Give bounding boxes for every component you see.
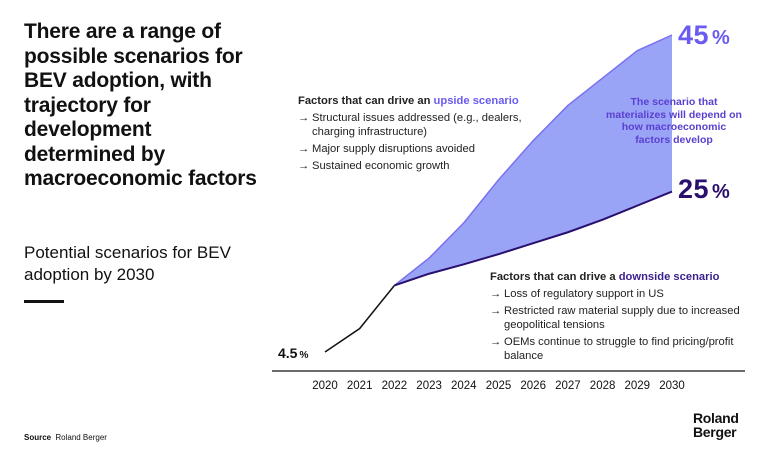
upside-value: 45 bbox=[678, 20, 710, 50]
historical-series-line bbox=[324, 284, 395, 353]
x-tick-label: 2027 bbox=[555, 380, 581, 392]
upside-factor-text: Structural issues addressed (e.g., deale… bbox=[312, 112, 522, 138]
x-tick-label: 2023 bbox=[416, 380, 442, 392]
logo-line-2: Berger bbox=[693, 424, 737, 440]
chart-subtitle: Potential scenarios for BEV adoption by … bbox=[24, 243, 231, 284]
upside-heading: Factors that can drive an upside scenari… bbox=[298, 94, 558, 108]
downside-series-line bbox=[394, 190, 673, 287]
downside-factor-text: Restricted raw material supply due to in… bbox=[504, 305, 740, 331]
x-tick-label: 2030 bbox=[659, 380, 685, 392]
source-label: Source bbox=[24, 433, 52, 442]
start-value-label: 4.5% bbox=[278, 345, 308, 361]
upside-value-label: 45% bbox=[678, 20, 730, 51]
x-tick-label: 2021 bbox=[347, 380, 373, 392]
upside-factor-text: Major supply disruptions avoided bbox=[312, 143, 475, 155]
start-unit: % bbox=[299, 350, 309, 361]
arrow-right-icon: → bbox=[298, 160, 310, 172]
upside-heading-highlight: upside scenario bbox=[433, 95, 519, 107]
downside-factor-text: Loss of regulatory support in US bbox=[504, 288, 664, 300]
brand-logo: Roland Berger bbox=[693, 411, 739, 439]
arrow-right-icon: → bbox=[490, 305, 502, 317]
downside-heading: Factors that can drive a downside scenar… bbox=[490, 270, 740, 284]
title-divider bbox=[24, 300, 64, 303]
downside-value-label: 25% bbox=[678, 174, 730, 205]
downside-factor-item: → Loss of regulatory support in US bbox=[490, 287, 740, 301]
downside-factors: Factors that can drive a downside scenar… bbox=[490, 270, 740, 366]
downside-heading-prefix: Factors that can drive a bbox=[490, 271, 616, 283]
source-value: Roland Berger bbox=[55, 433, 107, 442]
start-value: 4.5 bbox=[278, 345, 298, 361]
arrow-right-icon: → bbox=[490, 288, 502, 300]
upside-heading-prefix: Factors that can drive an bbox=[298, 95, 431, 107]
scenario-note: The scenario that materializes will depe… bbox=[606, 96, 742, 146]
x-tick-label: 2020 bbox=[312, 380, 338, 392]
upside-factor-item: → Structural issues addressed (e.g., deal… bbox=[298, 111, 558, 139]
upside-series-line bbox=[393, 34, 673, 287]
source-note: Source Roland Berger bbox=[24, 433, 107, 442]
arrow-right-icon: → bbox=[298, 143, 310, 155]
downside-factor-item: → Restricted raw material supply due to i… bbox=[490, 304, 740, 332]
x-tick-label: 2024 bbox=[451, 380, 477, 392]
upside-factor-item: → Major supply disruptions avoided bbox=[298, 142, 558, 156]
downside-factor-text: OEMs continue to struggle to find pricin… bbox=[504, 336, 734, 362]
x-tick-label: 2026 bbox=[520, 380, 546, 392]
x-tick-label: 2022 bbox=[382, 380, 408, 392]
downside-unit: % bbox=[712, 181, 731, 203]
x-tick-label: 2025 bbox=[486, 380, 512, 392]
upside-factor-item: → Sustained economic growth bbox=[298, 159, 558, 173]
arrow-right-icon: → bbox=[490, 336, 502, 348]
upside-unit: % bbox=[712, 27, 731, 49]
x-tick-label: 2029 bbox=[625, 380, 651, 392]
upside-factors: Factors that can drive an upside scenari… bbox=[298, 94, 558, 176]
x-tick-label: 2028 bbox=[590, 380, 616, 392]
downside-heading-highlight: downside scenario bbox=[618, 271, 720, 283]
logo-line-1: Roland bbox=[693, 410, 739, 426]
upside-factor-text: Sustained economic growth bbox=[312, 160, 450, 172]
arrow-right-icon: → bbox=[298, 112, 310, 124]
page-title: There are a range of possible scenarios … bbox=[24, 20, 257, 190]
downside-factor-item: → OEMs continue to struggle to find prici… bbox=[490, 335, 740, 363]
downside-value: 25 bbox=[678, 174, 710, 204]
